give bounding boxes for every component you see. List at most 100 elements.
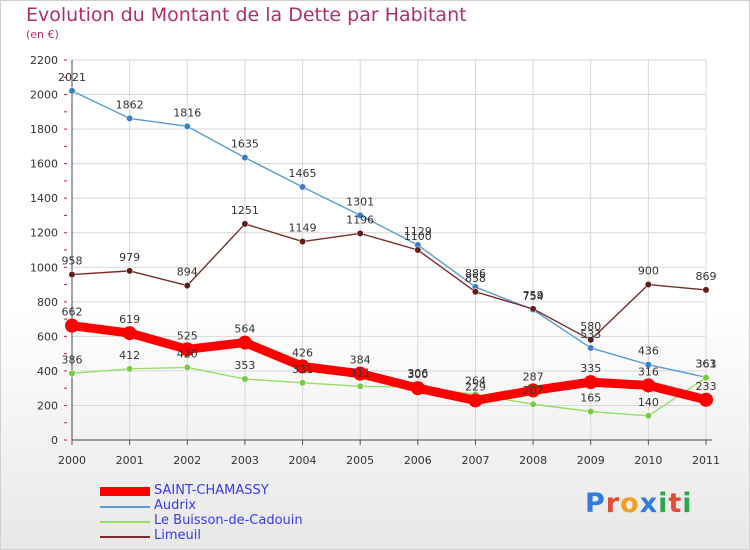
- data-point: [68, 87, 76, 95]
- y-tick-label: 1200: [30, 227, 58, 240]
- series-line-saint-chamassy: [67, 321, 711, 405]
- data-point: [295, 359, 310, 374]
- data-point: [587, 336, 595, 344]
- y-tick-label: 1800: [30, 123, 58, 136]
- data-label: 165: [580, 392, 601, 405]
- data-label: 525: [177, 329, 198, 342]
- x-tick-label: 2008: [519, 454, 547, 467]
- x-tick-label: 2010: [634, 454, 662, 467]
- data-point: [526, 383, 541, 398]
- logo-letter: i: [658, 488, 669, 519]
- logo-letter: o: [620, 488, 640, 519]
- x-tick-label: 2004: [289, 454, 317, 467]
- data-label: 958: [62, 255, 83, 268]
- data-label: 412: [119, 349, 140, 362]
- data-point: [414, 246, 422, 254]
- data-point: [641, 378, 656, 393]
- data-point: [126, 114, 134, 122]
- logo-letter: P: [585, 488, 606, 519]
- data-label: 287: [523, 370, 544, 383]
- data-point: [644, 412, 652, 420]
- data-label: 619: [119, 313, 140, 326]
- axes: 0 200 400 600 800 1000 1200 1400 1600 1800 2000 220…: [30, 54, 720, 467]
- data-label: 264: [465, 374, 486, 387]
- data-label: 300: [407, 368, 428, 381]
- data-point: [122, 326, 137, 341]
- x-tick-label: 2009: [577, 454, 605, 467]
- data-point: [183, 282, 191, 290]
- chart-title: Evolution du Montant de la Dette par Hab…: [26, 4, 467, 26]
- data-point: [702, 374, 710, 382]
- data-label: 564: [234, 323, 255, 336]
- data-point: [699, 392, 713, 407]
- legend-swatch: [100, 506, 150, 508]
- data-point: [126, 365, 134, 373]
- y-tick-label: 200: [37, 399, 58, 412]
- data-label: 384: [350, 354, 371, 367]
- data-point: [241, 154, 249, 162]
- data-point: [529, 305, 537, 313]
- data-label: 353: [234, 359, 255, 372]
- data-label: 140: [638, 396, 659, 409]
- data-label: 311: [350, 366, 371, 379]
- series-lines: [65, 87, 713, 420]
- data-label: 533: [580, 328, 601, 341]
- data-point: [644, 361, 652, 369]
- data-label: 662: [62, 306, 83, 319]
- legend-label: Audrix: [154, 498, 197, 513]
- x-tick-label: 2000: [58, 454, 86, 467]
- y-tick-label: 1000: [30, 261, 58, 274]
- data-point: [241, 375, 249, 383]
- series-line-le-buisson-de-cadouin: [71, 366, 707, 417]
- x-tick-label: 2005: [346, 454, 374, 467]
- data-label: 869: [696, 270, 717, 283]
- data-point: [299, 183, 306, 191]
- data-label: 754: [523, 290, 544, 303]
- logo-letter: i: [682, 488, 693, 519]
- data-point: [183, 122, 191, 130]
- series-line-limeuil: [71, 223, 707, 341]
- data-label: 886: [465, 267, 486, 280]
- data-point: [237, 335, 252, 350]
- data-point: [126, 267, 134, 275]
- data-point: [644, 281, 652, 288]
- data-label: 386: [62, 353, 83, 366]
- data-label: 306: [407, 367, 428, 380]
- data-point: [587, 344, 595, 352]
- data-label: 426: [292, 346, 313, 359]
- data-point: [241, 220, 249, 228]
- data-label: 207: [523, 384, 544, 397]
- x-tick-label: 2001: [116, 454, 144, 467]
- data-label: 2021: [58, 71, 86, 84]
- data-label: 1100: [404, 230, 432, 243]
- x-tick-label: 2007: [461, 454, 489, 467]
- legend-swatch: [100, 536, 150, 538]
- data-point: [410, 381, 425, 396]
- data-point: [529, 400, 537, 408]
- data-point: [472, 288, 479, 296]
- y-tick-label: 800: [37, 296, 58, 309]
- data-point: [180, 342, 195, 357]
- data-point: [587, 408, 595, 415]
- legend-swatch: [100, 487, 150, 496]
- data-label: 1149: [289, 222, 317, 235]
- series-line-audrix: [71, 90, 707, 378]
- y-tick-label: 1400: [30, 192, 58, 205]
- y-tick-label: 2200: [30, 54, 58, 67]
- data-label: 979: [119, 251, 140, 264]
- legend-swatch: [100, 521, 150, 523]
- data-label: 436: [638, 345, 659, 358]
- data-label: 420: [177, 347, 198, 360]
- data-label: 316: [638, 365, 659, 378]
- data-point: [68, 369, 76, 377]
- x-tick-label: 2003: [231, 454, 259, 467]
- data-label: 331: [292, 363, 313, 376]
- x-tick-label: 2006: [404, 454, 432, 467]
- logo-letter: r: [605, 488, 621, 519]
- data-label: 1816: [173, 106, 201, 119]
- data-point: [183, 364, 191, 371]
- y-tick-label: 600: [37, 330, 58, 343]
- data-label: 1465: [289, 167, 317, 180]
- data-label: 1196: [346, 213, 374, 226]
